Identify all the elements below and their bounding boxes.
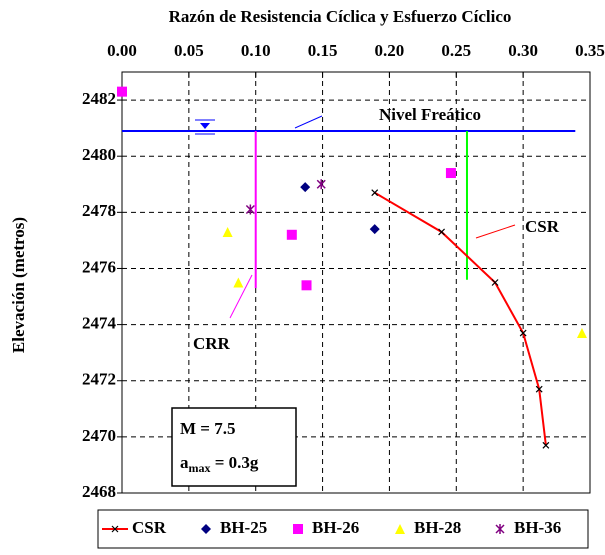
point	[445, 168, 456, 179]
x-tick-label: 0.15	[308, 41, 338, 60]
y-tick-label: 2480	[82, 145, 116, 164]
legend-box	[97, 509, 589, 549]
arrow	[475, 224, 516, 239]
arrow	[229, 274, 253, 319]
y-tick-label: 2478	[82, 201, 116, 220]
legend-swatch	[293, 524, 303, 534]
legend-label: BH-25	[220, 518, 267, 537]
annotation-box	[171, 407, 297, 487]
y-tick-label: 2468	[82, 482, 116, 501]
legend-label: CSR	[132, 518, 167, 537]
y-tick-label: 2472	[82, 370, 116, 389]
x-tick-label: 0.30	[508, 41, 538, 60]
point	[576, 328, 587, 339]
x-tick-label: 0.25	[441, 41, 471, 60]
x-tick-label: 0.35	[575, 41, 605, 60]
point	[438, 228, 446, 236]
point	[369, 224, 380, 235]
point	[300, 182, 311, 193]
point	[316, 179, 326, 190]
x-tick-label: 0.10	[241, 41, 271, 60]
annotation: Nivel Freático	[379, 105, 481, 124]
water-symbol	[200, 123, 210, 129]
point	[286, 229, 297, 240]
annotation: a	[180, 453, 189, 472]
x-tick-label: 0.00	[107, 41, 137, 60]
legend-label: BH-26	[312, 518, 359, 537]
legend-swatch	[201, 524, 211, 534]
point	[245, 204, 255, 215]
x-tick-label: 0.05	[174, 41, 204, 60]
y-tick-label: 2474	[82, 314, 117, 333]
y-tick-label: 2470	[82, 426, 116, 445]
annotation: CRR	[193, 334, 231, 353]
point	[519, 329, 527, 337]
annotation: max	[189, 461, 211, 475]
y-axis-label: Elevación (metros)	[9, 217, 28, 353]
legend-swatch	[495, 524, 505, 534]
point	[117, 86, 127, 97]
legend-label: BH-28	[414, 518, 461, 537]
annotation: amax = 0.3g	[180, 453, 259, 475]
annotation: CSR	[525, 217, 560, 236]
y-tick-label: 2482	[82, 89, 116, 108]
plot-frame	[121, 71, 591, 494]
legend-swatch	[111, 525, 119, 533]
point	[491, 279, 499, 286]
x-tick-label: 0.20	[375, 41, 405, 60]
legend-swatch	[395, 524, 405, 534]
series-line	[374, 191, 547, 446]
annotation: M = 7.5	[180, 419, 235, 438]
annotation: = 0.3g	[211, 453, 259, 472]
point	[535, 385, 543, 393]
arrow	[294, 115, 323, 129]
point	[301, 280, 312, 291]
point	[542, 441, 550, 449]
legend-label: BH-36	[514, 518, 561, 537]
point	[222, 226, 233, 237]
point	[371, 189, 379, 197]
y-tick-label: 2476	[82, 257, 116, 276]
point	[233, 277, 244, 288]
chart-title: Razón de Resistencia Cíclica y Esfuerzo …	[169, 7, 512, 26]
